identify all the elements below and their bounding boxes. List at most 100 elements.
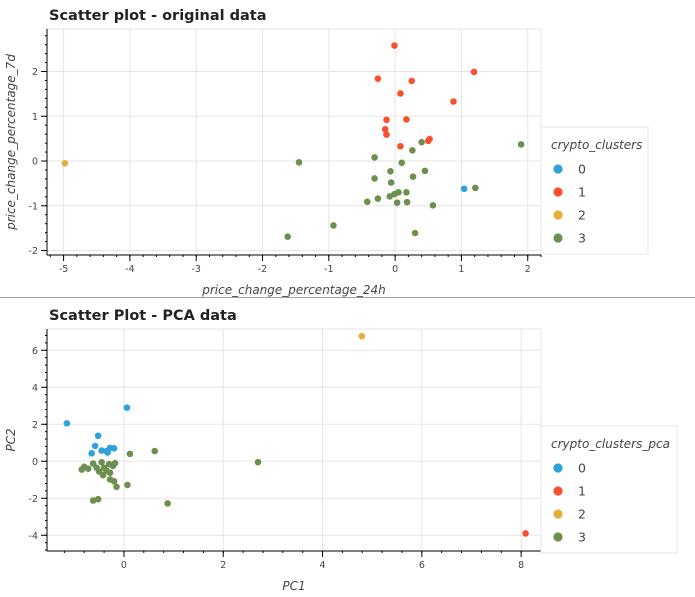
data-point-cluster-3	[403, 189, 410, 196]
scatter-chart-original: Scatter plot - original data -5 -4 -3 -2 -1 0 1…	[4, 8, 649, 297]
data-point-cluster-3	[393, 199, 401, 206]
data-point-cluster-3	[386, 193, 394, 200]
legend-label-0: 0	[578, 461, 586, 476]
chart-panel-pca: Scatter Plot - PCA data 0 2 4 6 8 -4 -2 0 2 4 6 PC1 P…	[0, 299, 695, 597]
data-point-cluster-3	[89, 497, 97, 504]
plot-area	[46, 28, 542, 256]
y-tick-label: 4	[32, 383, 38, 394]
legend-marker-2	[553, 210, 563, 220]
data-point-cluster-3	[113, 483, 120, 491]
legend-box	[540, 425, 678, 554]
data-point-cluster-3	[94, 495, 102, 503]
chart-panel-original: Scatter plot - original data -5 -4 -3 -2 -1 0 1…	[0, 0, 695, 297]
y-tick-label: 6	[32, 346, 38, 357]
data-point-cluster-3	[330, 222, 337, 229]
legend-label-2: 2	[578, 208, 586, 223]
data-point-cluster-1	[424, 137, 432, 145]
data-point-cluster-3	[387, 168, 394, 175]
data-point-cluster-1	[450, 98, 457, 105]
legend-label-2: 2	[578, 507, 586, 522]
y-tick-label: -4	[29, 531, 38, 542]
data-point-cluster-3	[164, 500, 171, 507]
legend-title: crypto_clusters	[551, 138, 642, 152]
y-tick-label: 0	[32, 457, 38, 468]
data-point-cluster-3	[78, 466, 86, 473]
data-point-cluster-3	[418, 138, 425, 146]
data-point-cluster-3	[409, 173, 417, 180]
y-axis-label: PC2	[4, 428, 18, 451]
x-axis-label: PC1	[282, 579, 305, 593]
data-point-cluster-3	[151, 447, 159, 455]
data-point-cluster-1	[383, 131, 390, 138]
data-point-cluster-2	[61, 159, 69, 167]
data-point-cluster-0	[460, 185, 468, 193]
data-point-cluster-0	[104, 449, 111, 456]
legend-marker-2	[553, 509, 563, 519]
data-point-cluster-3	[403, 198, 411, 206]
x-tick-label: 0	[392, 264, 398, 275]
data-point-cluster-3	[421, 167, 429, 175]
legend-marker-0	[553, 463, 563, 473]
x-tick-label: -5	[59, 264, 68, 275]
data-point-cluster-3	[398, 159, 406, 167]
legend-label-3: 3	[578, 231, 586, 246]
data-point-cluster-1	[397, 142, 404, 150]
x-tick-label: -2	[258, 264, 267, 275]
x-tick-label: -4	[125, 264, 134, 275]
data-point-cluster-3	[371, 154, 378, 161]
data-point-cluster-0	[123, 404, 131, 411]
x-tick-label: 0	[121, 560, 127, 571]
data-point-cluster-3	[84, 465, 92, 472]
data-point-cluster-1	[522, 530, 529, 537]
y-tick-label: 2	[32, 67, 38, 78]
data-point-cluster-3	[111, 459, 119, 467]
data-point-cluster-1	[381, 125, 389, 133]
y-tick-label: 1	[32, 112, 38, 123]
chart-title: Scatter plot - original data	[49, 8, 267, 24]
data-point-cluster-3	[98, 458, 105, 466]
legend-marker-1	[553, 187, 563, 197]
data-point-cluster-0	[98, 447, 105, 454]
legend-marker-0	[553, 164, 563, 174]
y-tick-label: -2	[29, 246, 38, 257]
plot-area	[46, 328, 542, 552]
data-point-cluster-0	[88, 450, 95, 457]
legend-label-3: 3	[578, 530, 586, 545]
x-tick-label: -3	[191, 264, 200, 275]
y-tick-label: -2	[29, 494, 38, 505]
panel-divider	[0, 297, 695, 298]
data-point-cluster-1	[403, 116, 410, 123]
data-point-cluster-3	[284, 233, 292, 240]
data-point-cluster-3	[371, 175, 378, 182]
data-point-cluster-3	[429, 202, 437, 209]
data-point-cluster-1	[470, 68, 478, 76]
y-axis-label: price_change_percentage_7d	[4, 54, 18, 231]
x-tick-label: 2	[525, 264, 531, 275]
x-tick-label: 2	[220, 560, 226, 571]
data-point-cluster-3	[411, 229, 419, 237]
data-point-cluster-3	[105, 460, 113, 468]
data-point-cluster-3	[374, 195, 382, 202]
x-tick-label: -1	[324, 264, 333, 275]
legend-title: crypto_clusters_pca	[551, 437, 670, 451]
data-point-cluster-0	[94, 432, 102, 440]
data-point-cluster-1	[391, 42, 398, 49]
y-tick-label: -1	[29, 201, 38, 212]
data-point-cluster-3	[363, 198, 371, 206]
x-tick-label: 1	[458, 264, 464, 275]
data-point-cluster-3	[472, 184, 479, 192]
legend-marker-3	[553, 233, 563, 243]
y-tick-label: 2	[32, 420, 38, 431]
data-point-cluster-3	[517, 141, 525, 148]
legend-marker-1	[553, 486, 563, 496]
data-point-cluster-1	[383, 116, 390, 124]
data-point-cluster-3	[295, 159, 303, 166]
x-axis-label: price_change_percentage_24h	[201, 283, 385, 297]
data-point-cluster-3	[387, 179, 395, 186]
data-point-cluster-0	[91, 442, 99, 450]
data-point-cluster-0	[110, 445, 118, 452]
data-point-cluster-3	[99, 471, 107, 479]
data-point-cluster-1	[374, 75, 382, 82]
data-point-cluster-1	[397, 90, 404, 97]
legend-label-1: 1	[578, 185, 586, 200]
